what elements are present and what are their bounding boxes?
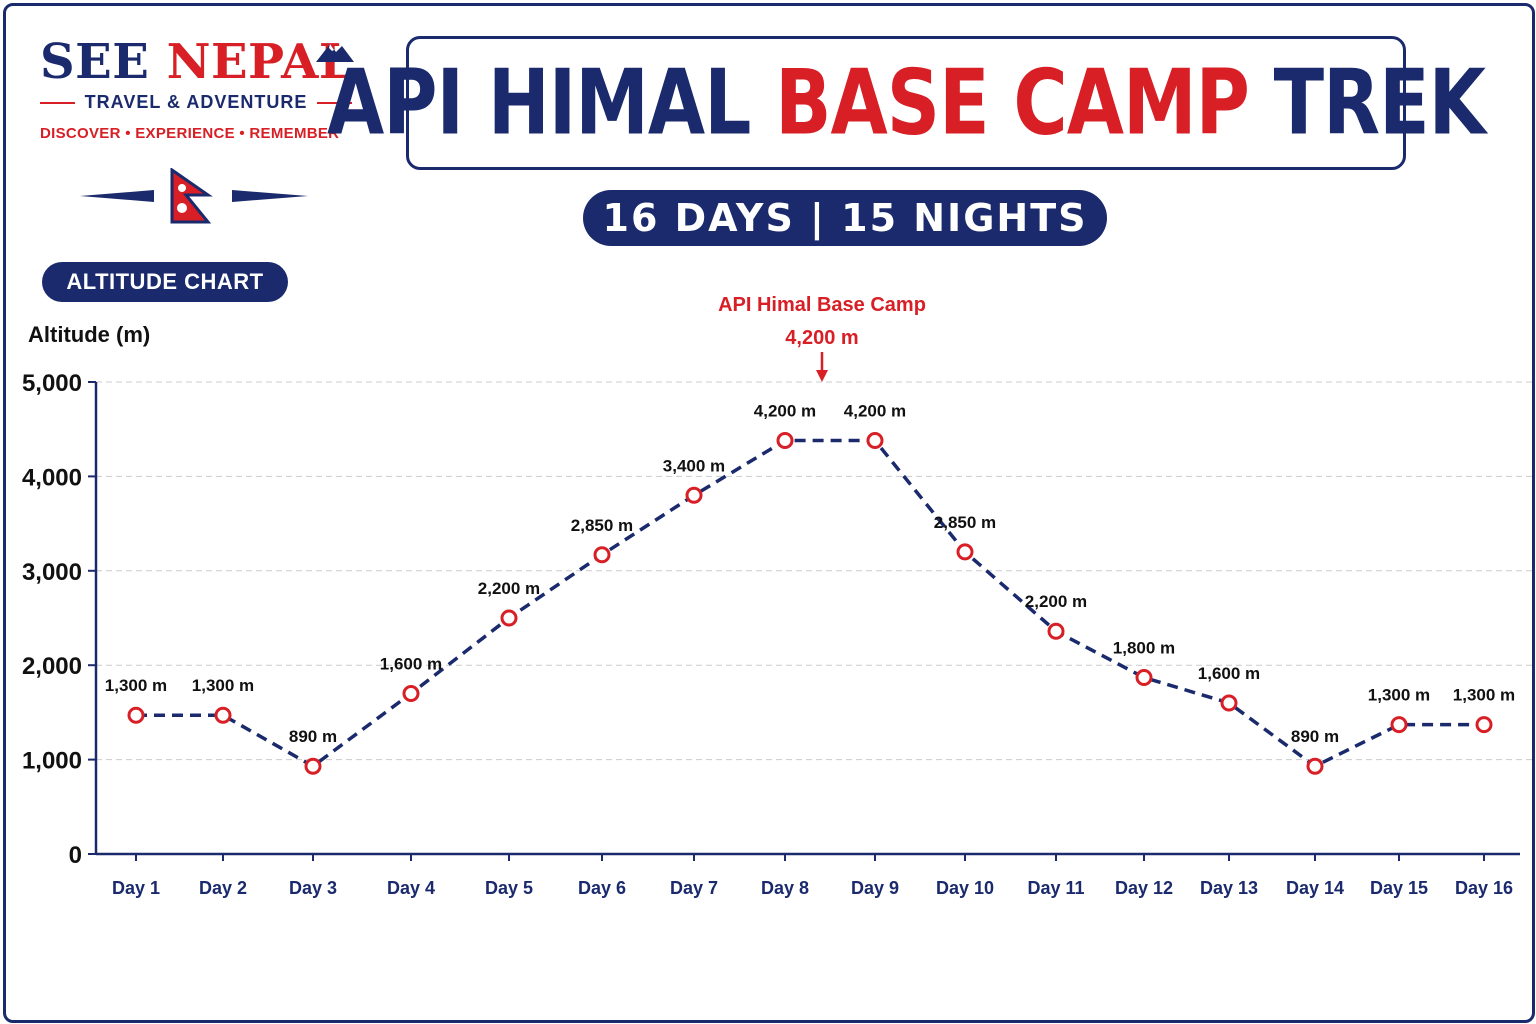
x-tick-label: Day 3 (289, 878, 337, 898)
duration-badge: 16 DAYS | 15 NIGHTS (583, 190, 1107, 246)
data-point (776, 432, 794, 450)
y-tick-label: 5,000 (22, 370, 82, 397)
data-point (1475, 716, 1493, 734)
y-axis-label: Altitude (m) (28, 322, 150, 347)
brand-tagline: TRAVEL & ADVENTURE (84, 92, 308, 112)
brand-logo: SEE NEPAL TRAVEL & ADVENTURE DISCOVER • … (40, 34, 354, 142)
data-point (593, 546, 611, 564)
x-tick-label: Day 4 (387, 878, 435, 898)
tagline-rule-left (40, 101, 75, 104)
title-part3: TREK (1273, 50, 1486, 156)
data-point (127, 706, 145, 724)
data-label: 2,200 m (1025, 592, 1087, 611)
y-tick-label: 3,000 (22, 559, 82, 586)
data-label: 890 m (289, 727, 337, 746)
data-point (866, 432, 884, 450)
nepal-flag-icon (170, 168, 213, 224)
data-label: 1,300 m (192, 676, 254, 695)
data-label: 3,400 m (663, 456, 725, 475)
data-point (1220, 694, 1238, 712)
data-point (402, 685, 420, 703)
x-tick-label: Day 15 (1370, 878, 1428, 898)
title-part1: API HIMAL (327, 50, 751, 156)
x-tick-label: Day 8 (761, 878, 809, 898)
emblem-spike-left (80, 190, 154, 202)
data-label: 4,200 m (844, 402, 906, 421)
data-label: 1,300 m (1453, 686, 1515, 705)
data-label: 1,300 m (1368, 686, 1430, 705)
data-point (685, 486, 703, 504)
data-label: 1,800 m (1113, 638, 1175, 657)
data-label: 1,600 m (1198, 664, 1260, 683)
brand-name-part1: SEE (40, 34, 150, 90)
x-tick-label: Day 1 (112, 878, 160, 898)
data-point (1135, 668, 1153, 686)
x-tick-label: Day 12 (1115, 878, 1173, 898)
data-point (1047, 622, 1065, 640)
data-label: 1,300 m (105, 676, 167, 695)
emblem-spike-right (232, 190, 308, 202)
data-point (1306, 757, 1324, 775)
title-banner: API HIMAL BASE CAMP TREK (327, 36, 1486, 170)
annotation-title: API Himal Base Camp (718, 294, 926, 316)
data-label: 1,600 m (380, 655, 442, 674)
page-title: API HIMAL BASE CAMP TREK (327, 50, 1486, 156)
tagline-rule-right (317, 101, 352, 104)
brand-name: SEE NEPAL (40, 34, 354, 90)
data-point (304, 757, 322, 775)
x-tick-label: Day 2 (199, 878, 247, 898)
title-part2: BASE CAMP (775, 50, 1250, 156)
annotation-arrow-icon (816, 370, 828, 382)
x-tick-label: Day 13 (1200, 878, 1258, 898)
y-tick-label: 4,000 (22, 464, 82, 491)
data-label: 4,200 m (754, 402, 816, 421)
brand-motto: DISCOVER • EXPERIENCE • REMEMBER (40, 125, 340, 142)
section-label: ALTITUDE CHART (42, 262, 288, 302)
data-label: 890 m (1291, 727, 1339, 746)
x-tick-label: Day 11 (1027, 878, 1084, 898)
x-tick-label: Day 16 (1455, 878, 1513, 898)
y-tick-label: 0 (69, 842, 82, 869)
brand-tagline-row: TRAVEL & ADVENTURE (40, 92, 352, 113)
x-tick-label: Day 7 (670, 878, 718, 898)
brand-name-part2: NEPAL (166, 34, 354, 90)
data-point (500, 609, 518, 627)
data-point (956, 543, 974, 561)
x-tick-label: Day 14 (1286, 878, 1344, 898)
x-tick-label: Day 10 (936, 878, 994, 898)
x-tick-label: Day 9 (851, 878, 899, 898)
nepal-flag-emblem (80, 168, 308, 224)
data-point (1390, 716, 1408, 734)
x-tick-label: Day 6 (578, 878, 626, 898)
altitude-series-line (136, 438, 1484, 769)
mountain-icon (316, 44, 354, 62)
data-label: 2,850 m (934, 513, 996, 532)
y-tick-label: 1,000 (22, 748, 82, 775)
data-label: 2,200 m (478, 579, 540, 598)
x-tick-label: Day 5 (485, 878, 533, 898)
data-label: 2,850 m (571, 516, 633, 535)
data-point (214, 706, 232, 724)
annotation-value: 4,200 m (785, 327, 858, 349)
y-tick-label: 2,000 (22, 653, 82, 680)
